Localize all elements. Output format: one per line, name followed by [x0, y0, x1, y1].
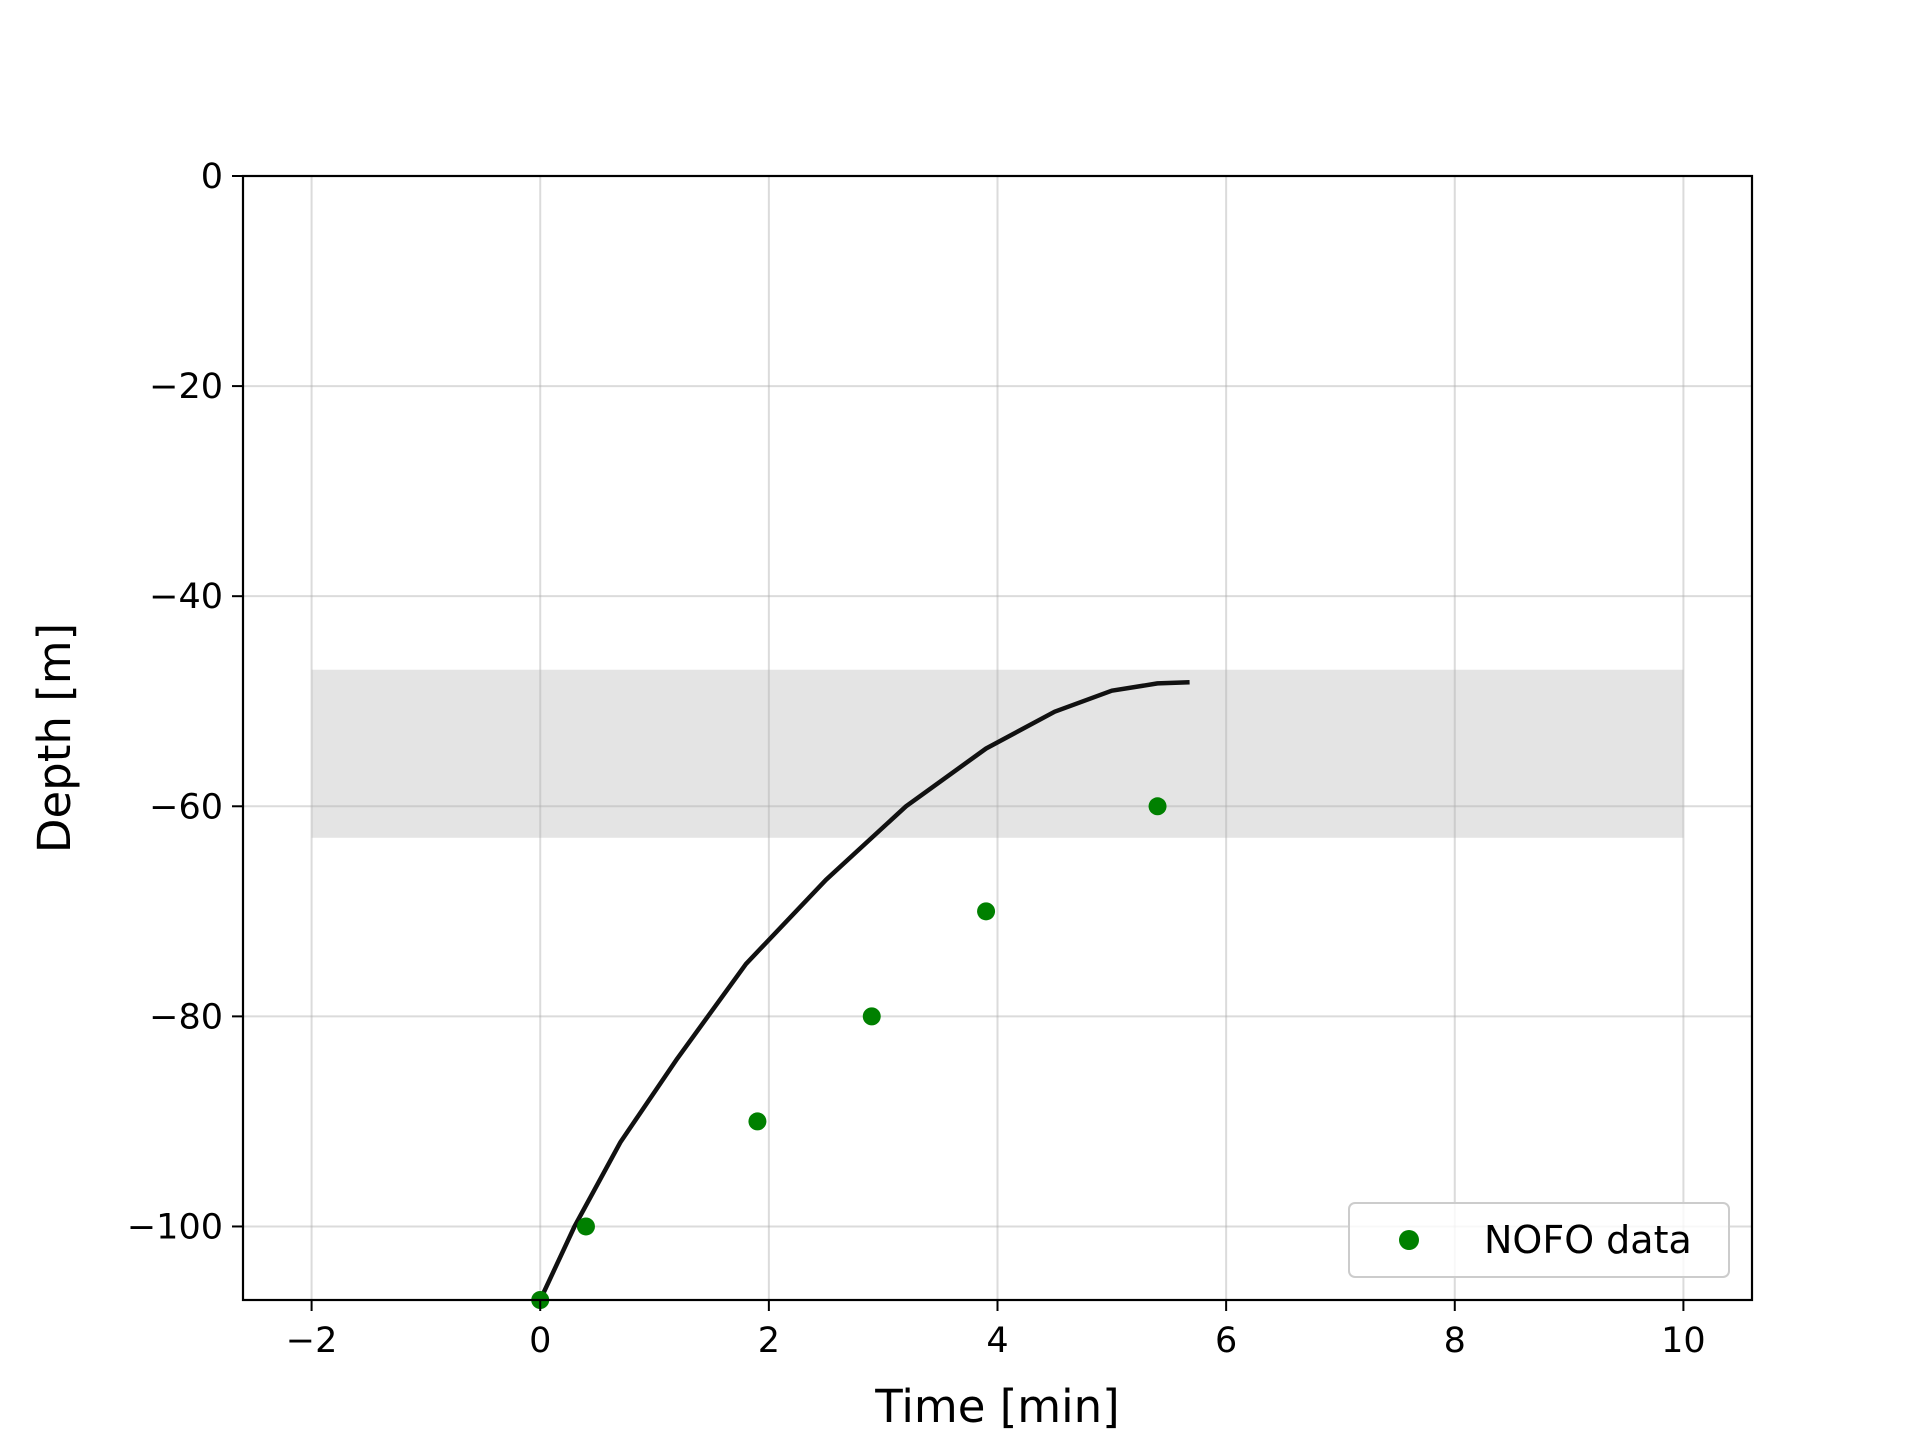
legend-label-nofo-data: NOFO data [1484, 1218, 1692, 1262]
x-tick-label: 4 [986, 1321, 1008, 1361]
legend-marker [1399, 1230, 1419, 1250]
model-curve [538, 680, 1190, 1301]
data-point [748, 1112, 767, 1131]
x-tick-label: 0 [529, 1321, 551, 1361]
legend-box [1348, 1202, 1730, 1278]
line-layer [538, 680, 1190, 1301]
data-point [862, 1007, 881, 1026]
y-tick-label: 0 [201, 157, 223, 197]
y-tick-label: −100 [127, 1207, 223, 1247]
data-point [576, 1217, 595, 1236]
y-tick-label: −60 [149, 787, 223, 827]
x-axis-title: Time [min] [874, 1380, 1119, 1433]
data-point [1148, 797, 1167, 816]
legend: NOFO data [1348, 1202, 1730, 1278]
y-tick-label: −20 [149, 367, 223, 407]
x-tick-label: 2 [758, 1321, 780, 1361]
data-point [977, 902, 996, 921]
y-tick-label: −40 [149, 577, 223, 617]
tick-layer: −2 0 2 4 6 8 100−20−40−60−80−100 [127, 157, 1706, 1361]
y-tick-label: −80 [149, 997, 223, 1037]
x-tick-label: 10 [1661, 1321, 1706, 1361]
depth-band [311, 669, 1684, 838]
depth-band-layer [311, 669, 1684, 838]
x-tick-label: 6 [1215, 1321, 1237, 1361]
y-axis-title: Depth [m] [28, 623, 81, 853]
x-tick-label: 8 [1444, 1321, 1466, 1361]
x-tick-label: −2 [286, 1321, 338, 1361]
